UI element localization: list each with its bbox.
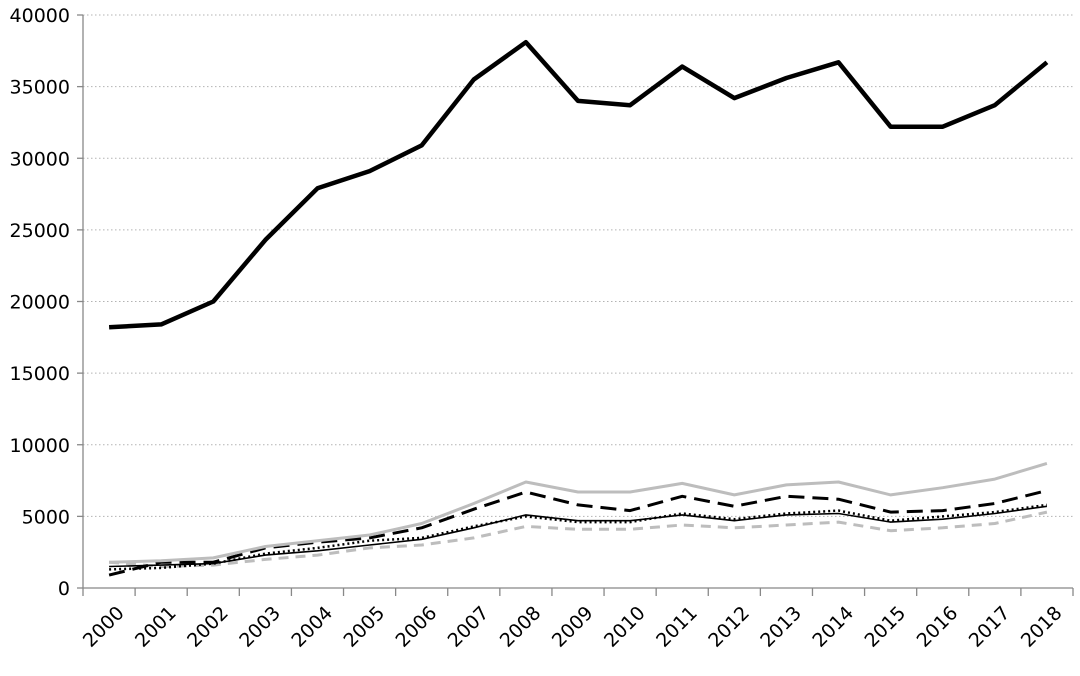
x-tick-label: 2015 [860, 602, 910, 652]
x-tick-label: 2010 [600, 602, 650, 652]
x-tick-label: 2016 [913, 602, 963, 652]
x-tick-label: 2007 [444, 602, 494, 652]
x-tick-label: 2006 [392, 602, 442, 652]
y-tick-label: 10000 [10, 435, 70, 457]
series-lines [108, 39, 1049, 577]
x-tick-label: 2002 [183, 602, 233, 652]
axes [77, 14, 1074, 596]
series-line-6 [108, 510, 1048, 568]
x-tick-label: 2004 [287, 602, 337, 652]
x-tick-label: 2013 [756, 602, 806, 652]
x-tick-label: 2003 [235, 602, 285, 652]
y-tick-label: 30000 [10, 148, 70, 170]
x-tick-label: 2009 [548, 602, 598, 652]
x-tick-label: 2012 [704, 602, 754, 652]
grid [83, 14, 1073, 517]
y-tick-label: 0 [58, 578, 70, 600]
x-tick-label: 2017 [965, 602, 1015, 652]
x-tick-label: 2008 [496, 602, 546, 652]
x-tick-label: 2001 [131, 602, 181, 652]
y-tick-label: 20000 [10, 292, 70, 314]
y-tick-label: 35000 [10, 77, 70, 99]
series-line-5 [109, 505, 1048, 568]
y-axis-ticks: 0 5000 10000 15000 20000 25000 30000 35000 40000 [10, 5, 70, 600]
series-line-1 [108, 39, 1049, 330]
x-tick-label: 2018 [1017, 602, 1067, 652]
x-tick-label: 2000 [79, 602, 129, 652]
x-tick-label: 2005 [339, 602, 389, 652]
y-tick-label: 15000 [10, 363, 70, 385]
x-tick-label: 2014 [808, 602, 858, 652]
y-tick-label: 40000 [10, 5, 70, 27]
series-line-2 [109, 461, 1048, 564]
x-axis-ticks: 2000 2001 2002 2003 2004 2005 2006 2007 2008 2009… [79, 602, 1067, 652]
x-tick-label: 2011 [652, 602, 702, 652]
y-tick-label: 5000 [22, 506, 70, 528]
y-tick-label: 25000 [10, 220, 70, 242]
